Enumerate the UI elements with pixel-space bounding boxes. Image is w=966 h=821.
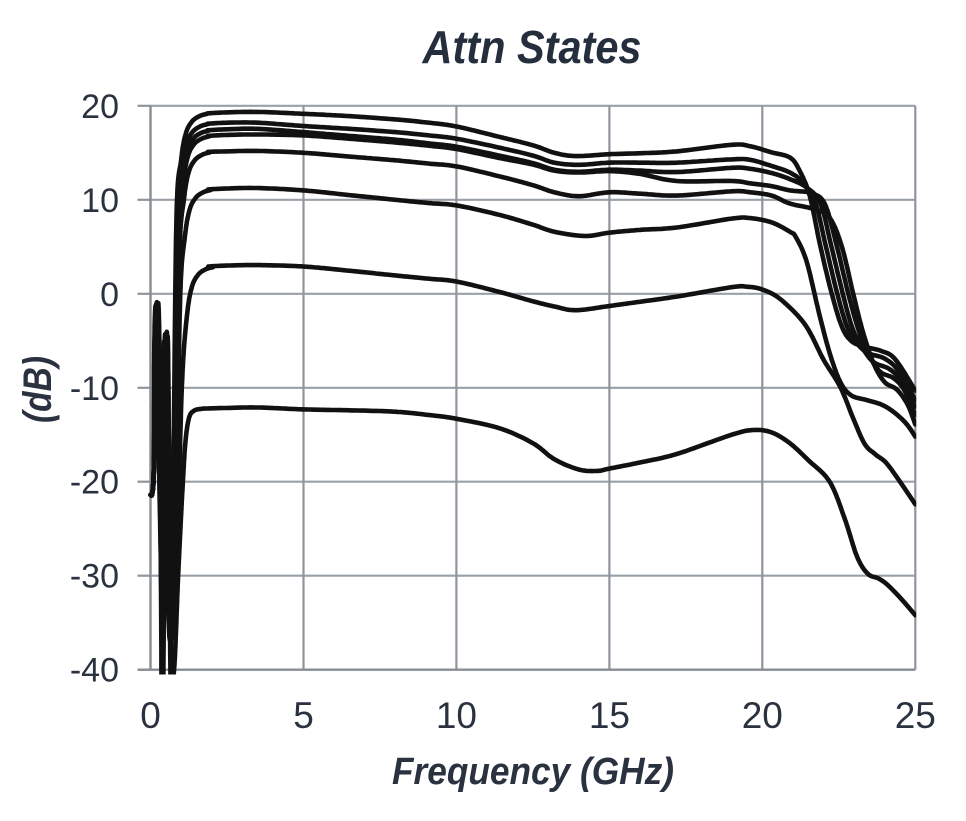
svg-text:10: 10 xyxy=(81,182,119,220)
svg-text:20: 20 xyxy=(81,88,119,126)
svg-text:15: 15 xyxy=(589,695,630,736)
svg-text:5: 5 xyxy=(293,695,314,736)
svg-text:(dB): (dB) xyxy=(16,356,60,423)
svg-text:Attn States: Attn States xyxy=(422,21,642,73)
svg-text:20: 20 xyxy=(742,695,783,736)
svg-text:Frequency (GHz): Frequency (GHz) xyxy=(392,751,674,793)
svg-text:0: 0 xyxy=(140,695,161,736)
svg-text:25: 25 xyxy=(895,695,936,736)
svg-text:-10: -10 xyxy=(70,370,119,408)
svg-text:-40: -40 xyxy=(70,652,119,690)
svg-text:-30: -30 xyxy=(70,558,119,596)
svg-text:10: 10 xyxy=(436,695,477,736)
svg-text:0: 0 xyxy=(100,276,119,314)
svg-text:-20: -20 xyxy=(70,464,119,502)
